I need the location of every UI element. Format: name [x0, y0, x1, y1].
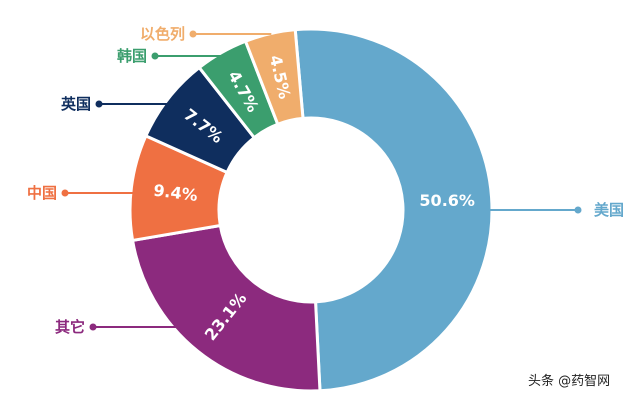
legend-label-3: 英国	[61, 95, 91, 113]
legend-label-4: 韩国	[117, 47, 147, 65]
leader-dot-4	[151, 52, 159, 60]
legend-label-2: 中国	[27, 184, 57, 202]
legend-label-5: 以色列	[140, 25, 185, 43]
slice-0	[293, 27, 494, 393]
watermark-text: 头条 @药智网	[528, 374, 611, 389]
leader-dot-3	[95, 100, 103, 108]
slice-1	[130, 223, 322, 393]
legend-label-1: 其它	[55, 318, 85, 336]
leader-dot-0	[574, 206, 582, 214]
leader-dot-1	[89, 323, 97, 331]
watermark: 头条 @药智网	[528, 370, 610, 389]
slice-label-0: 50.6%	[419, 191, 475, 210]
leader-dot-5	[189, 30, 197, 38]
slice-5	[243, 28, 305, 127]
leader-dot-2	[61, 189, 69, 197]
legend-label-0: 美国	[594, 201, 624, 219]
